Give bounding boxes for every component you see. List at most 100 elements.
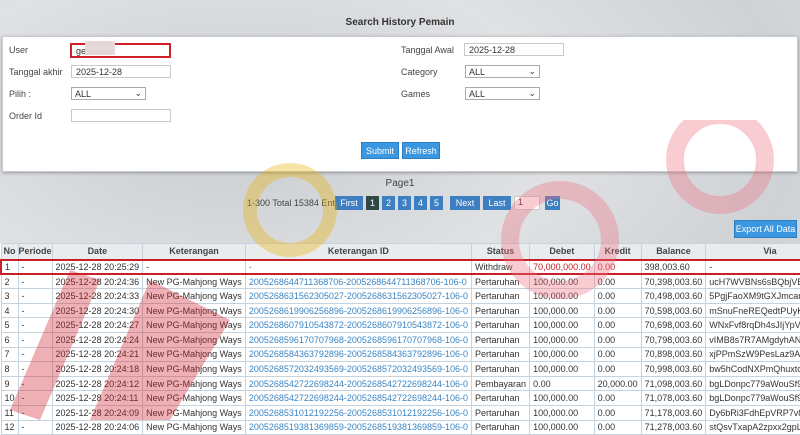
table-cell[interactable]: 2005268531012192256-2005268531012192256-…	[244, 404, 473, 421]
table-cell: 70,898,003.60	[640, 346, 707, 363]
next-page-button[interactable]: Next	[450, 196, 480, 210]
table-cell[interactable]: 2005268572032493569-2005268572032493569-…	[244, 361, 473, 377]
table-cell: 70,498,003.60	[640, 288, 707, 304]
table-cell: 0.00	[593, 404, 642, 421]
table-cell: New PG-Mahjong Ways	[142, 273, 246, 290]
table-cell: 2025-12-28 20:25:29	[51, 258, 144, 276]
pilih-value: ALL	[75, 88, 92, 99]
games-value: ALL	[469, 88, 486, 99]
table-cell[interactable]: 2005268596170707968-2005268596170707968-…	[244, 331, 473, 348]
table-cell: New PG-Mahjong Ways	[142, 404, 246, 421]
table-cell: 2025-12-28 20:24:30	[51, 302, 144, 319]
table-cell: 2025-12-28 20:24:12	[51, 375, 144, 392]
table-cell: -	[17, 419, 53, 435]
table-row: 5-2025-12-28 20:24:27 New PG-Mahjong Ways…	[0, 317, 800, 333]
page-1-button[interactable]: 1	[366, 196, 379, 210]
table-cell: New PG-Mahjong Ways	[142, 361, 246, 377]
table-cell: 100,000.00	[529, 317, 595, 333]
redaction-blur	[85, 41, 115, 55]
table-cell: 0.00	[593, 390, 642, 406]
category-select[interactable]: ALL ⌄	[465, 65, 540, 78]
table-cell: 100,000.00	[529, 273, 595, 290]
table-cell: 70,000,000.00	[529, 258, 595, 276]
table-cell: 100,000.00	[529, 419, 595, 435]
go-button[interactable]: Go	[545, 196, 560, 210]
table-cell: Pertaruhan	[471, 288, 531, 304]
table-cell: xjPPmSzW9PesLaz9A2R9NM	[705, 346, 800, 363]
table-cell: -	[17, 331, 53, 348]
table-cell[interactable]: 2005268542722698244-2005268542722698244-…	[244, 390, 473, 406]
table-cell: bgLDonpc779aWouSf9UJF3	[705, 375, 800, 392]
table-row: 7-2025-12-28 20:24:21 New PG-Mahjong Ways…	[0, 346, 800, 363]
table-cell: bgLDonpc779aWouSf9UJF3	[705, 390, 800, 406]
table-cell: -	[17, 273, 53, 290]
table-cell[interactable]: 2005268631562305027-2005268631562305027-…	[244, 288, 473, 304]
table-cell: 4	[0, 302, 19, 319]
table-cell: -	[142, 258, 246, 276]
column-header: Keterangan ID	[244, 243, 473, 260]
table-cell[interactable]: -	[244, 258, 473, 276]
table-cell: 2025-12-28 20:24:09	[51, 404, 144, 421]
table-row: 12-2025-12-28 20:24:06 New PG-Mahjong Way…	[0, 419, 800, 435]
table-cell: Pertaruhan	[471, 390, 531, 406]
page-2-button[interactable]: 2	[382, 196, 395, 210]
export-all-data-button[interactable]: Export All Data	[734, 220, 797, 238]
table-cell: 0.00	[593, 331, 642, 348]
last-page-button[interactable]: Last	[483, 196, 511, 210]
table-cell: New PG-Mahjong Ways	[142, 419, 246, 435]
table-cell[interactable]: 2005268619906256896-2005268619906256896-…	[244, 302, 473, 319]
submit-button[interactable]: Submit	[361, 142, 399, 159]
table-row: 11-2025-12-28 20:24:09 New PG-Mahjong Way…	[0, 404, 800, 421]
category-value: ALL	[469, 66, 486, 77]
table-cell: 71,078,003.60	[640, 390, 707, 406]
games-label: Games	[401, 89, 431, 99]
games-select[interactable]: ALL ⌄	[465, 87, 540, 100]
table-cell[interactable]: 2005268644711368706-2005268644711368706-…	[244, 273, 473, 290]
table-cell: 2025-12-28 20:24:24	[51, 331, 144, 348]
table-cell: 8	[0, 361, 19, 377]
table-cell: 12	[0, 419, 19, 435]
table-cell[interactable]: 2005268542722698244-2005268542722698244-…	[244, 375, 473, 392]
table-cell: 70,698,003.60	[640, 317, 707, 333]
table-cell: Pertaruhan	[471, 346, 531, 363]
first-page-button[interactable]: First	[335, 196, 363, 210]
chevron-down-icon: ⌄	[134, 88, 142, 98]
table-row: 6-2025-12-28 20:24:24 New PG-Mahjong Ways…	[0, 331, 800, 348]
table-cell[interactable]: 2005268607910543872-2005268607910543872-…	[244, 317, 473, 333]
pilih-select[interactable]: ALL ⌄	[71, 87, 146, 100]
table-cell: 0.00	[593, 273, 642, 290]
table-cell: mSnuFneREQedtPUyK49gMf	[705, 302, 800, 319]
order-id-input[interactable]	[71, 109, 171, 122]
table-cell: -	[17, 258, 53, 276]
table-cell[interactable]: 2005268519381369859-2005268519381369859-…	[244, 419, 473, 435]
table-row: 9-2025-12-28 20:24:12 New PG-Mahjong Ways…	[0, 375, 800, 392]
table-cell: -	[17, 346, 53, 363]
table-cell: 2025-12-28 20:24:06	[51, 419, 144, 435]
goto-page-input[interactable]: 1	[514, 196, 540, 210]
table-cell: 0.00	[593, 302, 642, 319]
column-header: Kredit	[593, 243, 642, 260]
table-cell: 0.00	[593, 361, 642, 377]
tanggal-akhir-input[interactable]: 2025-12-28	[71, 65, 171, 78]
table-cell: Withdraw	[471, 258, 531, 276]
table-cell: New PG-Mahjong Ways	[142, 346, 246, 363]
table-cell: -	[17, 317, 53, 333]
table-cell: -	[17, 361, 53, 377]
column-header: Date	[51, 243, 144, 260]
column-header: Status	[471, 243, 531, 260]
table-row: 2-2025-12-28 20:24:36 New PG-Mahjong Ways…	[0, 273, 800, 290]
tanggal-awal-input[interactable]: 2025-12-28	[464, 43, 564, 56]
table-cell: stQsvTxapA2zpxx2gpLooj	[705, 419, 800, 435]
page-5-button[interactable]: 5	[430, 196, 443, 210]
table-cell: -	[17, 375, 53, 392]
table-cell: -	[17, 302, 53, 319]
refresh-button[interactable]: Refresh	[402, 142, 440, 159]
table-cell: Pertaruhan	[471, 273, 531, 290]
page-4-button[interactable]: 4	[414, 196, 427, 210]
table-cell: 100,000.00	[529, 346, 595, 363]
table-cell: 398,003.60	[640, 258, 707, 276]
table-cell[interactable]: 2005268584363792896-2005268584363792896-…	[244, 346, 473, 363]
table-cell: 71,098,003.60	[640, 375, 707, 392]
table-cell: Pertaruhan	[471, 331, 531, 348]
page-3-button[interactable]: 3	[398, 196, 411, 210]
